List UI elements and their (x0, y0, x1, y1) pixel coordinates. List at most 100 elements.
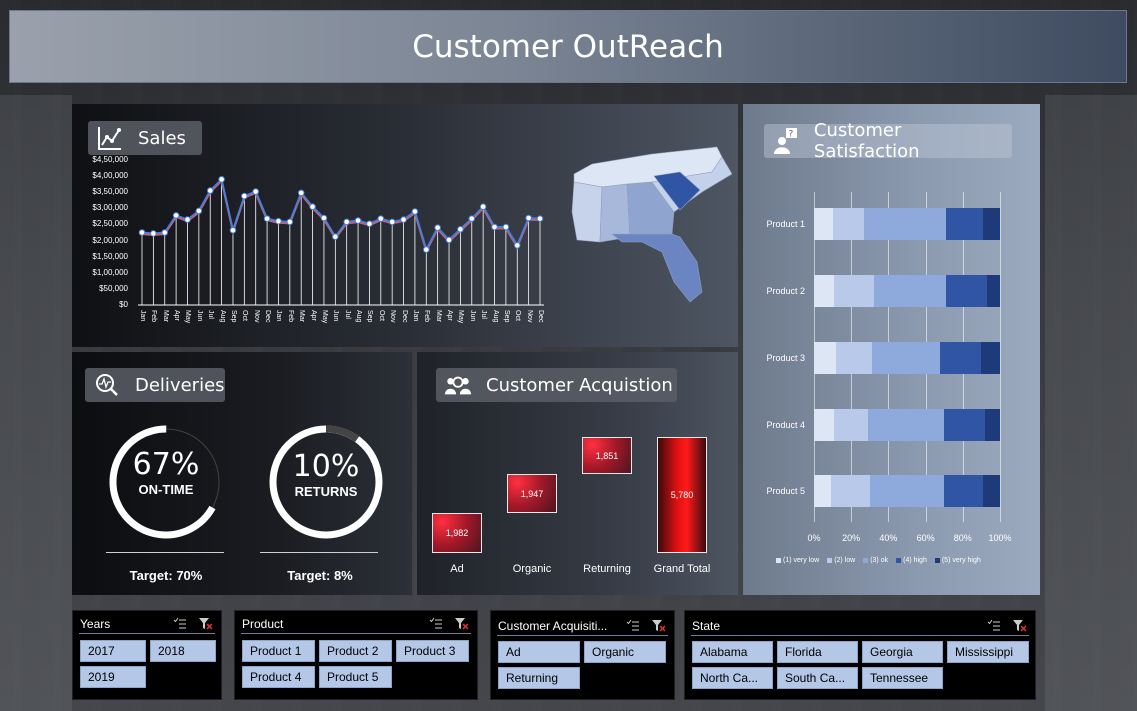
satisfaction-bar (814, 208, 1000, 240)
waterfall-bar: 5,780 (657, 437, 707, 553)
legend-item: (1) very low (776, 557, 819, 564)
sales-panel: Sales $4,50,000 $4,00,000 $3,50,000 $3,00,0… (72, 104, 738, 347)
multiselect-icon[interactable] (429, 617, 443, 630)
bar-segment (981, 342, 1000, 374)
y-tick-label: $3,50,000 (92, 187, 128, 197)
divider (106, 552, 224, 553)
slicer-item-product-3[interactable]: Product 3 (396, 640, 469, 662)
sales-data-point (161, 229, 169, 236)
slicer-item-2018[interactable]: 2018 (150, 640, 216, 662)
background-building (1045, 95, 1137, 711)
product-label: Product 2 (766, 286, 805, 296)
slicer-item-organic[interactable]: Organic (584, 641, 666, 663)
clear-filter-icon[interactable] (199, 617, 213, 630)
x-tick-label: Apr (446, 310, 454, 321)
ontime-metric: 67% ON-TIME (106, 447, 226, 497)
slicer-item-alabama[interactable]: Alabama (692, 641, 773, 663)
bar-segment (985, 409, 1000, 441)
sales-data-point (434, 224, 441, 231)
sales-data-point (422, 246, 430, 253)
multiselect-icon[interactable] (626, 619, 640, 632)
x-tick-label: Jun (195, 310, 203, 322)
x-tick-label: Jun (332, 310, 340, 322)
sales-data-point (343, 218, 350, 226)
line-chart-icon (96, 124, 124, 152)
slicer-item-south-carolina[interactable]: South Ca... (777, 667, 858, 689)
clear-filter-icon[interactable] (652, 619, 666, 632)
x-tick-label: Aug (491, 310, 499, 323)
slicer-item-north-carolina[interactable]: North Ca... (692, 667, 773, 689)
state-slicer: State Alabama Florida Georgia Mississipp… (684, 610, 1036, 700)
bar-segment (869, 475, 945, 507)
sales-data-point (218, 176, 225, 183)
sales-data-point (513, 242, 521, 249)
bar-segment (814, 409, 835, 441)
sales-data-point (286, 218, 294, 226)
user-question-icon: ? (772, 127, 800, 155)
x-tick-label: May (320, 310, 328, 324)
sales-data-point (502, 223, 510, 231)
multiselect-icon[interactable] (987, 619, 1001, 632)
sales-data-point (150, 230, 157, 237)
years-slicer: Years 2017 2018 2019 (72, 610, 222, 700)
waterfall-category-label: Returning (583, 563, 631, 575)
y-tick-label: $1,00,000 (92, 267, 128, 277)
slicer-item-product-5[interactable]: Product 5 (319, 666, 392, 688)
x-tick-label: 0% (807, 533, 821, 543)
x-tick-label: Jan (275, 310, 283, 322)
deliveries-header-label: Deliveries (135, 374, 225, 396)
bar-segment (814, 342, 837, 374)
sales-series-line (141, 177, 541, 253)
waterfall-category-label: Ad (450, 563, 464, 575)
x-tick-label: 80% (953, 533, 972, 543)
sales-data-point (241, 192, 248, 200)
x-tick-label: Jul (480, 310, 488, 319)
waterfall-category-label: Organic (512, 563, 552, 575)
slicer-controls (626, 619, 666, 632)
y-tick-label: $0 (119, 300, 128, 309)
slicer-item-ad[interactable]: Ad (498, 641, 580, 663)
y-tick-label: $2,00,000 (92, 235, 128, 245)
sales-data-point (354, 217, 362, 224)
bar-segment (873, 275, 947, 307)
slicer-item-2019[interactable]: 2019 (80, 666, 146, 688)
x-tick-label: Feb (423, 310, 431, 323)
product-label: Product 4 (766, 420, 805, 430)
x-tick-label: Apr (309, 310, 317, 321)
deliveries-header: Deliveries (85, 368, 225, 402)
slicer-item-returning[interactable]: Returning (498, 667, 580, 689)
slicer-item-product-4[interactable]: Product 4 (242, 666, 315, 688)
slicer-controls (173, 617, 213, 630)
slicer-item-georgia[interactable]: Georgia (862, 641, 943, 663)
x-tick-label: Jan (411, 310, 419, 322)
slicer-item-florida[interactable]: Florida (777, 641, 858, 663)
x-tick-label: Jun (468, 310, 476, 322)
x-tick-label: Jul (343, 310, 351, 319)
slicer-item-product-1[interactable]: Product 1 (242, 640, 315, 662)
bar-segment (834, 275, 874, 307)
slicer-item-product-2[interactable]: Product 2 (319, 640, 392, 662)
years-slicer-title: Years (80, 617, 111, 631)
users-search-icon (444, 371, 472, 399)
acquisition-slicer: Customer Acquisiti... Ad Organic Returni… (490, 610, 675, 700)
clear-filter-icon[interactable] (1013, 619, 1027, 632)
grid-line (1000, 192, 1001, 522)
slicer-divider (497, 635, 668, 636)
bar-segment (944, 475, 984, 507)
sales-data-point (332, 233, 339, 240)
satisfaction-header-label: Customer Satisfaction (813, 120, 920, 162)
southeast-states-map (571, 146, 732, 303)
y-tick-label: $4,00,000 (92, 171, 128, 181)
x-tick-label: Aug (355, 310, 363, 323)
waterfall-bar: 1,982 (432, 513, 482, 553)
multiselect-icon[interactable] (173, 617, 187, 630)
x-tick-label: Mar (298, 310, 306, 323)
clear-filter-icon[interactable] (455, 617, 469, 630)
slicer-item-mississippi[interactable]: Mississippi (947, 641, 1029, 663)
bar-segment (986, 275, 1000, 307)
x-tick-label: May (184, 310, 192, 324)
bar-segment (834, 409, 868, 441)
slicer-item-tennessee[interactable]: Tennessee (862, 667, 943, 689)
x-tick-label: Dec (400, 310, 408, 323)
slicer-item-2017[interactable]: 2017 (80, 640, 146, 662)
